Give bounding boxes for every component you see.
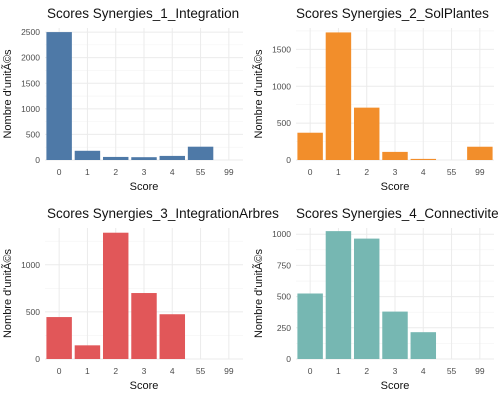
x-tick-label: 2 [364, 366, 369, 376]
chart-title: Scores Synergies_1_Integration [47, 6, 239, 21]
x-tick-label: 1 [85, 366, 90, 376]
x-tick-label: 4 [170, 366, 175, 376]
bar-2 [102, 156, 129, 160]
bar-1 [74, 150, 101, 160]
y-axis-title: Nombre d'unitÃ©s [252, 248, 265, 338]
bar-1 [325, 32, 352, 160]
x-tick-label: 1 [336, 366, 341, 376]
y-tick-label: 500 [26, 129, 40, 139]
x-tick-label: 55 [196, 167, 206, 177]
chart-title: Scores Synergies_4_Connectivite [296, 206, 499, 221]
bar-2 [353, 238, 380, 359]
bar-1 [325, 231, 352, 359]
x-tick-label: 3 [142, 167, 147, 177]
bar-4 [410, 158, 437, 160]
x-axis-title: Score [381, 380, 410, 392]
bar-4 [410, 332, 437, 359]
bar-4 [159, 314, 186, 359]
x-tick-label: 1 [85, 167, 90, 177]
y-tick-label: 0 [286, 354, 291, 364]
x-tick-label: 99 [224, 366, 234, 376]
x-tick-label: 2 [113, 167, 118, 177]
x-tick-label: 2 [113, 366, 118, 376]
x-tick-label: 0 [57, 366, 62, 376]
x-tick-label: 4 [421, 167, 426, 177]
y-tick-label: 500 [277, 292, 291, 302]
bar-3 [382, 311, 408, 359]
x-tick-label: 99 [475, 366, 485, 376]
y-tick-label: 0 [35, 155, 40, 165]
x-tick-label: 0 [308, 366, 313, 376]
y-tick-label: 1000 [21, 104, 40, 114]
y-tick-label: 1000 [272, 81, 291, 91]
x-tick-label: 55 [447, 167, 457, 177]
chart-panel-4: 0 1 2 3 4 55 99 0 250 500 750 1000 Scores Synergies_… [252, 206, 499, 392]
y-axis-title: Nombre d'unitÃ©s [1, 49, 14, 139]
x-tick-label: 4 [421, 366, 426, 376]
x-axis-title: Score [130, 181, 159, 193]
x-tick-label: 55 [447, 366, 457, 376]
x-tick-label: 0 [308, 167, 313, 177]
y-tick-label: 2500 [21, 27, 40, 37]
bar-0 [46, 32, 72, 161]
y-tick-label: 2000 [21, 53, 40, 63]
x-tick-label: 3 [393, 167, 398, 177]
chart-panel-3: 0 1 2 3 4 55 99 0 500 1000 Scores Synergies_3_Inte… [1, 206, 279, 392]
y-tick-label: 1000 [272, 229, 291, 239]
bar-0 [297, 132, 323, 160]
bar-55 [187, 146, 214, 160]
x-tick-label: 3 [393, 366, 398, 376]
bar-2 [102, 232, 129, 359]
y-tick-label: 1000 [21, 260, 40, 270]
x-tick-label: 1 [336, 167, 341, 177]
y-axis-title: Nombre d'unitÃ©s [252, 49, 265, 139]
bar-1 [74, 345, 101, 359]
bar-3 [131, 157, 157, 160]
y-tick-label: 500 [26, 307, 40, 317]
x-axis-title: Score [381, 181, 410, 193]
x-tick-label: 2 [364, 167, 369, 177]
x-axis-title: Score [130, 380, 159, 392]
y-tick-label: 500 [277, 118, 291, 128]
y-tick-label: 0 [35, 354, 40, 364]
y-tick-label: 1500 [21, 78, 40, 88]
chart-panel-2: 0 1 2 3 4 55 99 0 500 1000 1500 Scores Synergies_2_… [252, 6, 494, 193]
y-tick-label: 750 [277, 260, 291, 270]
x-tick-label: 0 [57, 167, 62, 177]
bar-0 [46, 317, 72, 359]
y-tick-label: 250 [277, 323, 291, 333]
y-tick-label: 0 [286, 155, 291, 165]
x-tick-label: 55 [196, 366, 206, 376]
bar-0 [297, 293, 323, 359]
chart-title: Scores Synergies_3_IntegrationArbres [47, 206, 279, 221]
chart-title: Scores Synergies_2_SolPlantes [296, 6, 489, 21]
x-tick-label: 99 [224, 167, 234, 177]
x-tick-label: 99 [475, 167, 485, 177]
y-axis-title: Nombre d'unitÃ©s [1, 248, 14, 338]
y-tick-label: 1500 [272, 44, 291, 54]
chart-panel-1: 0 1 2 3 4 55 99 0 500 1000 1500 2000 2500 Scores Syne… [1, 6, 243, 193]
x-tick-label: 4 [170, 167, 175, 177]
bar-3 [131, 293, 157, 359]
bar-99 [467, 146, 493, 160]
bar-3 [382, 151, 408, 160]
bar-2 [353, 107, 380, 160]
bar-4 [159, 155, 186, 160]
x-tick-label: 3 [142, 366, 147, 376]
